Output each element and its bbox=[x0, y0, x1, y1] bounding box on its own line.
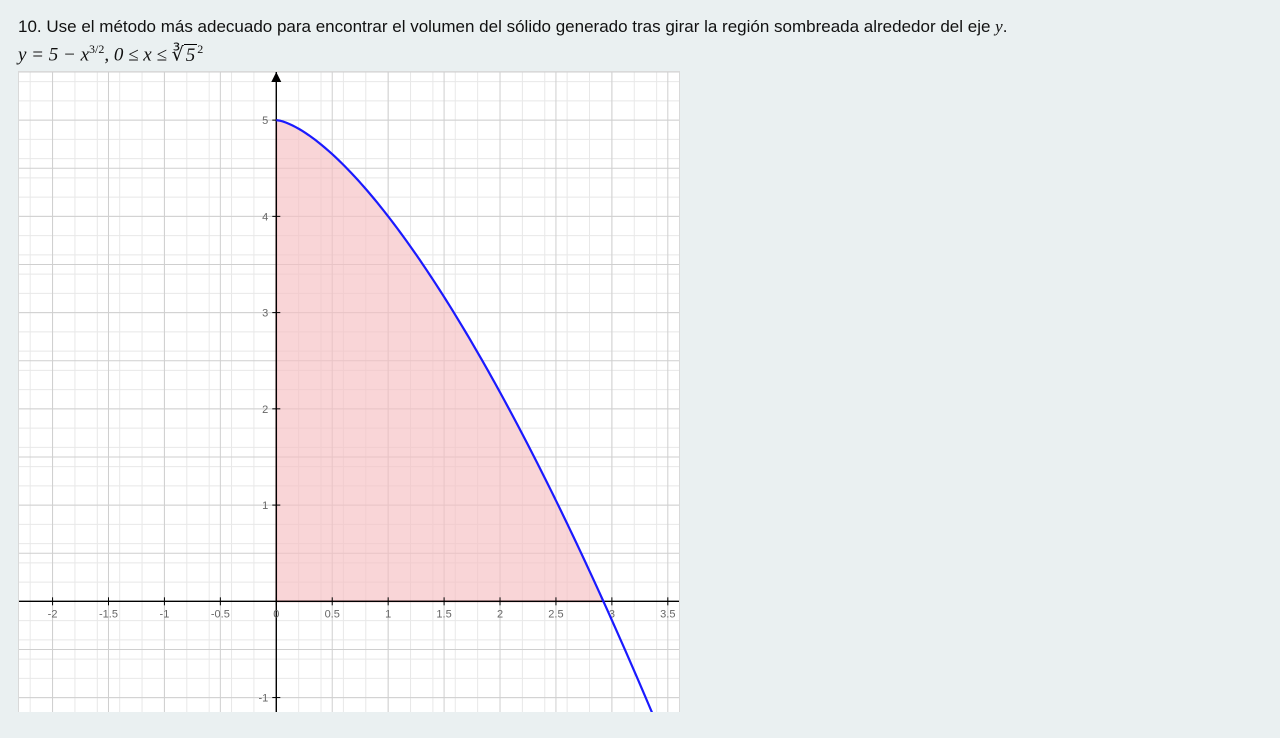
problem-number: 10. bbox=[18, 17, 42, 36]
svg-text:2: 2 bbox=[262, 404, 268, 416]
axis-variable: y bbox=[995, 17, 1003, 36]
svg-text:-1.5: -1.5 bbox=[99, 608, 118, 620]
svg-text:2: 2 bbox=[497, 608, 503, 620]
svg-text:-0.5: -0.5 bbox=[211, 608, 230, 620]
svg-text:-1: -1 bbox=[259, 692, 269, 704]
svg-text:0: 0 bbox=[273, 608, 279, 620]
svg-text:4: 4 bbox=[262, 211, 268, 223]
svg-text:-1: -1 bbox=[160, 608, 170, 620]
svg-text:-2: -2 bbox=[48, 608, 58, 620]
problem-text: Use el método más adecuado para encontra… bbox=[46, 17, 995, 36]
graph-plot: -2-1.5-1-0.500.511.522.533.5-112345 bbox=[19, 72, 679, 712]
graph-container: -2-1.5-1-0.500.511.522.533.5-112345 bbox=[18, 71, 680, 712]
svg-text:3: 3 bbox=[262, 307, 268, 319]
problem-equation: y = 5 − x3/2, 0 ≤ x ≤ ∛52 bbox=[18, 42, 1262, 66]
svg-text:1: 1 bbox=[385, 608, 391, 620]
problem-statement: 10. Use el método más adecuado para enco… bbox=[18, 14, 1262, 40]
svg-text:1.5: 1.5 bbox=[436, 608, 451, 620]
svg-text:3.5: 3.5 bbox=[660, 608, 675, 620]
svg-text:2.5: 2.5 bbox=[548, 608, 563, 620]
svg-text:1: 1 bbox=[262, 500, 268, 512]
svg-text:5: 5 bbox=[262, 115, 268, 127]
svg-text:0.5: 0.5 bbox=[325, 608, 340, 620]
